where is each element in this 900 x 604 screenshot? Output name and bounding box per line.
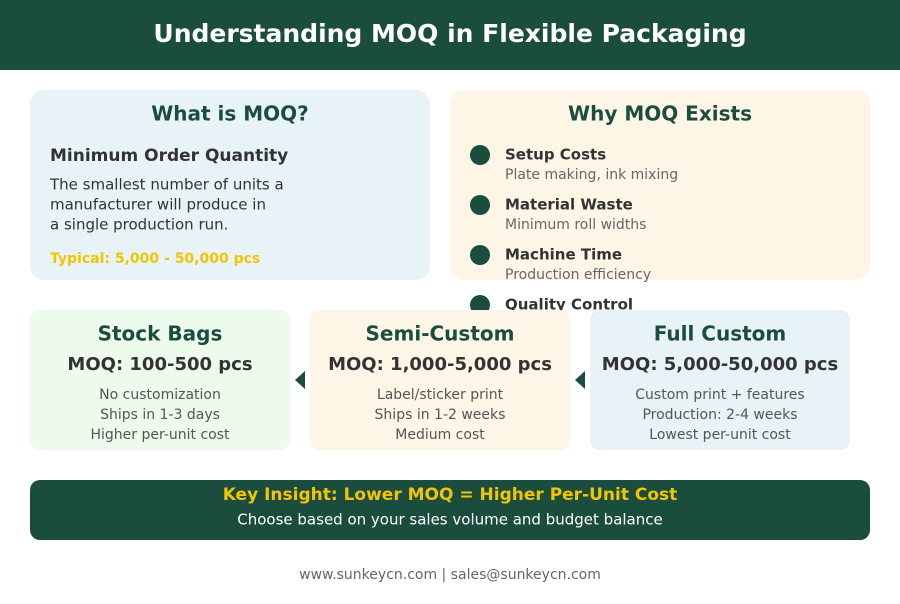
description-line: manufacturer will produce in	[50, 196, 266, 214]
dynamic-content: The smallest number of units a manufactur…	[30, 145, 850, 450]
why-card	[450, 90, 870, 280]
tier-feature: Custom print + features	[635, 387, 804, 403]
insight-text: Choose based on your sales volume and bu…	[237, 511, 662, 529]
tier-feature: Ships in 1-3 days	[100, 407, 220, 423]
tier-feature: Lowest per-unit cost	[649, 427, 791, 443]
tier-feature: No customization	[99, 387, 221, 403]
typical-range: Typical: 5,000 - 50,000 pcs	[50, 251, 260, 267]
reason-desc: Minimum roll widths	[505, 217, 646, 233]
tier-card	[590, 310, 850, 450]
reason-desc: Plate making, ink mixing	[505, 167, 678, 183]
tier-card	[310, 310, 570, 450]
card-title: What is MOQ?	[151, 102, 309, 126]
arrow	[295, 371, 305, 389]
reason-title: Machine Time	[505, 246, 622, 264]
footer: www.sunkeycn.com | sales@sunkeycn.com	[299, 567, 601, 583]
tier-name: Semi-Custom	[366, 322, 515, 346]
card-title: Why MOQ Exists	[568, 102, 752, 126]
bullet	[470, 145, 490, 165]
bullet	[470, 195, 490, 215]
tier-feature: Production: 2-4 weeks	[642, 407, 797, 423]
tier-feature: Label/sticker print	[377, 387, 504, 403]
tier-feature: Higher per-unit cost	[90, 427, 230, 443]
tier-card	[30, 310, 290, 450]
description-line: The smallest number of units a	[49, 176, 284, 194]
tier-moq: MOQ: 5,000-50,000 pcs	[602, 354, 838, 375]
tier-moq: MOQ: 1,000-5,000 pcs	[328, 354, 552, 375]
tier-feature: Medium cost	[395, 427, 485, 443]
reason-title: Setup Costs	[505, 146, 606, 164]
what-card	[30, 90, 430, 280]
tier-name: Full Custom	[654, 322, 787, 346]
header-bar	[0, 0, 900, 70]
insight-banner	[30, 480, 870, 540]
reason-title: Material Waste	[505, 196, 633, 214]
arrow	[575, 371, 585, 389]
tier-moq: MOQ: 100-500 pcs	[67, 354, 252, 375]
description-line: a single production run.	[50, 216, 228, 234]
card-subtitle: Minimum Order Quantity	[50, 146, 288, 166]
page-title: Understanding MOQ in Flexible Packaging	[153, 19, 746, 48]
tier-feature: Ships in 1-2 weeks	[375, 407, 506, 423]
tier-name: Stock Bags	[98, 322, 223, 346]
reason-desc: Production efficiency	[505, 267, 651, 283]
insight-title: Key Insight: Lower MOQ = Higher Per-Unit…	[223, 485, 678, 505]
bullet	[470, 245, 490, 265]
reason-title: Quality Control	[505, 296, 633, 314]
